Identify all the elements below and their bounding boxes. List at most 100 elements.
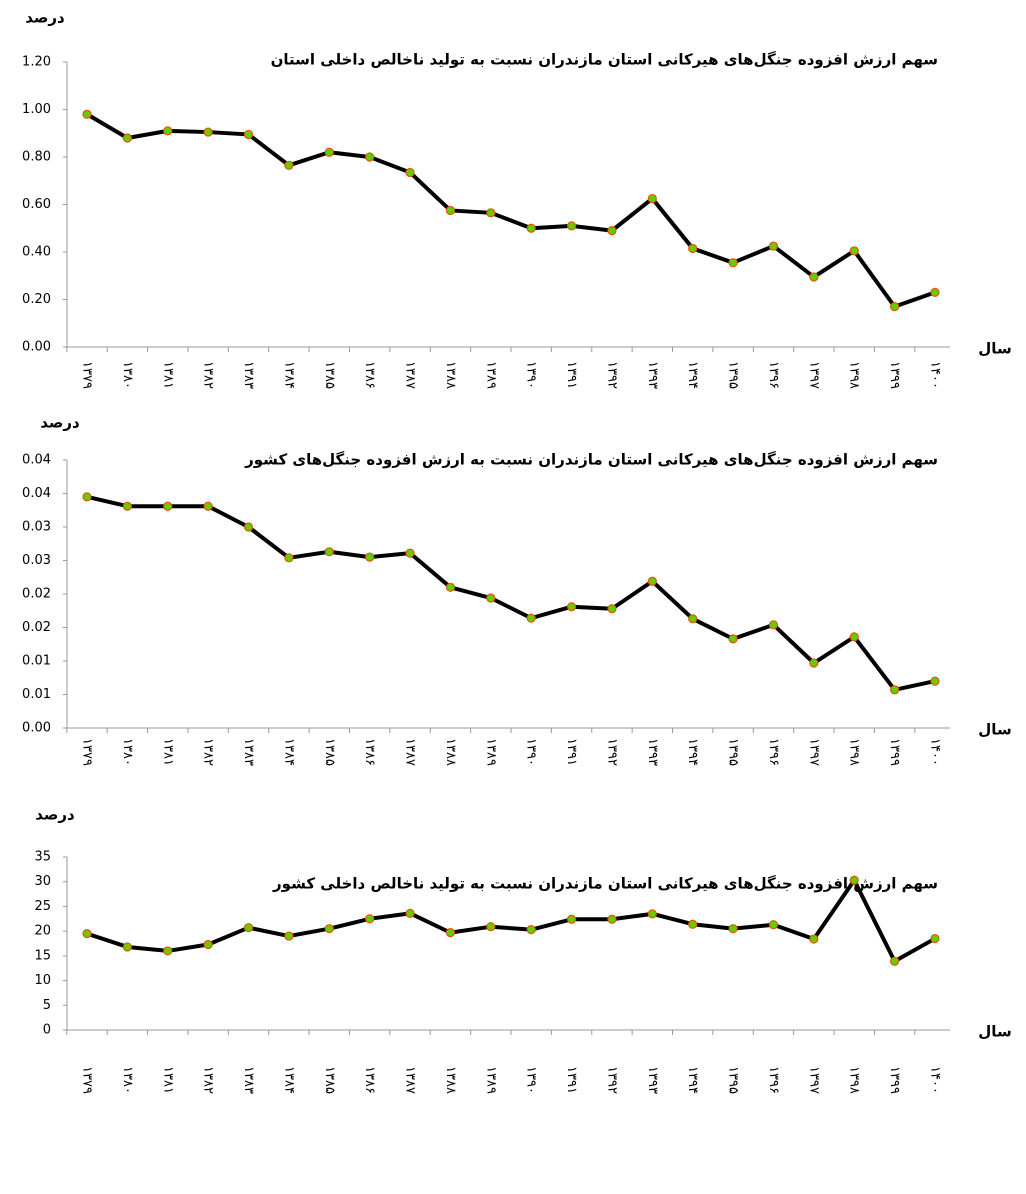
data-point	[82, 109, 92, 119]
data-point	[849, 875, 859, 885]
x-tick-label: ۱۳۸۸	[443, 361, 458, 389]
y-tick-label: 35	[34, 850, 51, 865]
data-point	[365, 152, 375, 162]
data-point	[728, 634, 738, 644]
y-tick-label: 0.80	[22, 150, 51, 165]
chart-title: سهم ارزش افزوده جنگل‌های هیرکانی استان م…	[272, 875, 938, 893]
data-point	[526, 613, 536, 623]
x-tick-label: ۱۳۸۷	[403, 1066, 418, 1094]
y-tick-label: 1.00	[22, 102, 51, 117]
data-line	[86, 878, 936, 964]
data-point	[566, 602, 577, 612]
y-tick-label: 0.60	[22, 197, 51, 212]
data-line	[85, 112, 936, 309]
x-tick-label: ۱۳۹۰	[524, 1066, 539, 1094]
x-tick-label: ۱۳۸۰	[120, 1066, 135, 1094]
data-point	[930, 676, 940, 686]
x-tick-label: ۱۳۹۶	[766, 361, 781, 389]
x-tick-label: ۱۳۸۸	[443, 1066, 458, 1094]
x-tick-label: ۱۳۹۶	[766, 738, 781, 766]
x-tick-label: ۱۳۸۲	[201, 1066, 216, 1094]
data-point	[849, 632, 859, 642]
x-tick-label: ۱۳۹۸	[847, 1066, 862, 1094]
x-tick-label: ۱۳۹۵	[726, 361, 741, 389]
data-point	[243, 522, 254, 532]
x-tick-label: ۱۳۷۹	[80, 361, 95, 389]
data-point	[728, 924, 738, 934]
data-point	[809, 658, 819, 668]
data-point	[486, 593, 496, 603]
y-tick-label: 15	[34, 948, 51, 963]
x-tick-label: ۱۳۸۱	[160, 1066, 175, 1094]
data-point	[607, 914, 617, 924]
x-tick-label: ۱۳۹۱	[564, 738, 579, 766]
data-point	[203, 939, 213, 950]
data-point	[849, 246, 859, 256]
data-point	[163, 126, 173, 136]
x-axis-label: سال	[978, 1023, 1011, 1041]
x-tick-label: ۱۳۸۴	[281, 361, 296, 389]
x-tick-label: ۱۳۸۸	[443, 738, 458, 766]
y-tick-label: 0.00	[22, 721, 51, 736]
data-point	[688, 919, 698, 929]
x-tick-label: ۱۳۹۷	[806, 738, 821, 766]
y-tick-label: 0.00	[22, 340, 51, 355]
x-tick-label: ۱۳۸۱	[160, 361, 175, 389]
x-tick-label: ۱۳۸۵	[322, 738, 337, 766]
data-point	[203, 127, 213, 137]
y-tick-label: 0.01	[22, 654, 51, 669]
y-axis-label: درصد	[25, 9, 65, 27]
data-point	[243, 129, 254, 140]
data-point	[365, 914, 375, 924]
y-axis-label: درصد	[35, 806, 75, 824]
x-tick-label: ۱۳۸۹	[483, 361, 498, 389]
x-tick-label: ۱۳۸۶	[362, 1066, 377, 1094]
data-point	[566, 914, 577, 924]
data-point	[768, 920, 779, 930]
y-tick-label: 0	[43, 1023, 51, 1038]
data-point	[122, 501, 132, 511]
x-tick-label: ۱۳۸۴	[281, 1066, 296, 1094]
x-tick-label: ۱۳۸۱	[160, 738, 175, 766]
x-tick-label: ۱۳۸۰	[120, 738, 135, 766]
x-axis-label: سال	[978, 340, 1011, 358]
y-tick-label: 5	[43, 998, 51, 1013]
data-point	[365, 552, 375, 562]
data-point	[647, 909, 657, 919]
y-tick-label: 20	[34, 924, 51, 939]
x-tick-label: ۱۴۰۰	[928, 738, 943, 766]
x-tick-label: ۱۳۹۵	[726, 738, 741, 766]
x-tick-label: ۱۴۰۰	[928, 1066, 943, 1094]
x-tick-label: ۱۳۹۷	[806, 361, 821, 389]
data-point	[647, 576, 657, 586]
x-tick-label: ۱۳۹۰	[524, 738, 539, 766]
data-point	[526, 223, 536, 233]
data-point	[163, 501, 173, 511]
x-tick-label: ۱۳۸۳	[241, 361, 256, 389]
x-tick-label: ۱۳۹۳	[645, 1066, 660, 1094]
x-tick-label: ۱۳۸۲	[201, 361, 216, 389]
data-point	[284, 160, 294, 170]
data-point	[486, 208, 496, 218]
data-point	[768, 241, 779, 251]
data-point	[405, 167, 415, 178]
x-tick-label: ۱۳۸۰	[120, 361, 135, 389]
y-tick-label: 10	[34, 973, 51, 988]
x-tick-label: ۱۳۹۲	[604, 738, 619, 766]
x-axis-label: سال	[978, 721, 1011, 739]
x-tick-label: ۱۳۸۷	[403, 361, 418, 389]
data-point	[930, 287, 940, 297]
x-tick-label: ۱۳۹۵	[726, 1066, 741, 1094]
x-tick-label: ۱۳۹۲	[604, 1066, 619, 1094]
data-point	[526, 925, 536, 935]
x-tick-label: ۱۳۸۳	[241, 738, 256, 766]
x-tick-label: ۱۳۹۷	[806, 1066, 821, 1094]
x-tick-label: ۱۳۸۹	[483, 738, 498, 766]
y-tick-label: 0.02	[22, 587, 51, 602]
data-point	[486, 922, 496, 932]
x-tick-label: ۱۳۹۸	[847, 361, 862, 389]
x-tick-label: ۱۳۷۹	[80, 738, 95, 766]
data-point	[607, 226, 617, 236]
y-axis-label: درصد	[40, 414, 80, 432]
